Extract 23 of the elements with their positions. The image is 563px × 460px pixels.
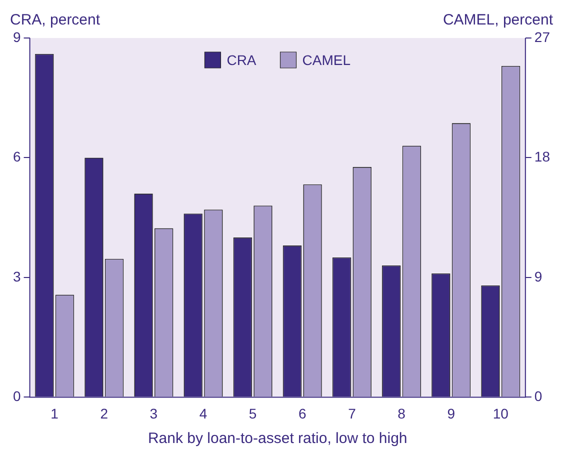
x-tick-label: 5	[248, 405, 257, 422]
y2-tick-label: 0	[534, 388, 542, 404]
legend-label: CAMEL	[302, 52, 351, 68]
y-tick-label: 3	[12, 268, 21, 284]
y2-tick-label: 27	[534, 28, 550, 45]
x-tick-label: 10	[492, 405, 509, 422]
x-tick-label: 1	[50, 405, 59, 422]
x-axis-title: Rank by loan-to-asset ratio, low to high	[148, 430, 408, 448]
x-tick-label: 4	[199, 405, 208, 422]
y-tick-label: 0	[12, 388, 21, 404]
y-axis-title: CRA, percent	[10, 12, 101, 29]
y-tick-label: 9	[12, 28, 21, 45]
legend-label: CRA	[226, 52, 257, 68]
y2-tick-label: 9	[534, 268, 542, 284]
x-tick-label: 9	[447, 405, 456, 422]
y2-tick-label: 18	[534, 148, 550, 165]
x-tick-label: 8	[398, 405, 406, 422]
y2-axis-title: CAMEL, percent	[442, 12, 554, 29]
x-tick-label: 2	[100, 405, 108, 422]
x-tick-label: 3	[150, 405, 158, 422]
y-tick-label: 6	[12, 148, 21, 165]
x-tick-label: 7	[348, 405, 356, 422]
x-tick-label: 6	[298, 405, 306, 422]
